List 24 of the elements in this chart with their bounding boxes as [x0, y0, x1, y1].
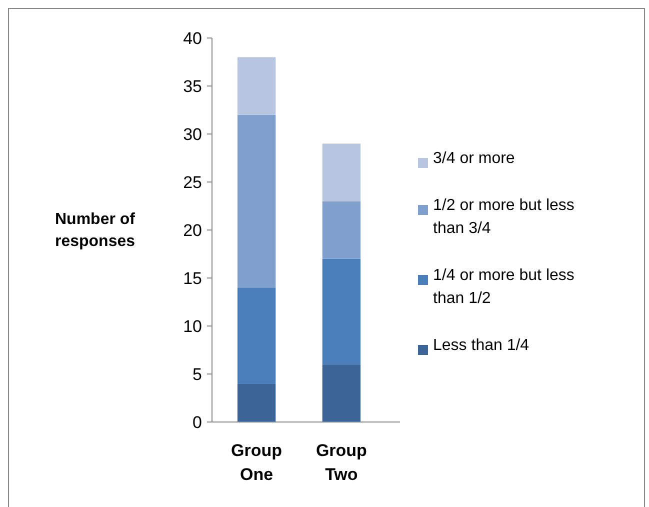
legend-label: 1/4 or more but less than 1/2	[433, 267, 574, 307]
bar	[322, 258, 361, 364]
y-tick-label: 25	[183, 172, 202, 192]
x-tick-label: Group Two	[316, 441, 367, 484]
legend-label: Less than 1/4	[433, 337, 530, 354]
legend-label: 1/2 or more but less than 3/4	[433, 197, 574, 237]
y-tick-label: 30	[183, 124, 202, 144]
y-tick-label: 35	[183, 76, 202, 96]
bar	[237, 57, 276, 115]
x-tick-label: Group One	[231, 441, 282, 484]
bar	[237, 288, 276, 384]
bar	[237, 114, 276, 288]
y-tick-label: 0	[192, 412, 202, 432]
y-tick-label: 40	[183, 28, 202, 48]
bar	[322, 364, 361, 422]
bar	[237, 384, 276, 422]
bar	[322, 144, 361, 202]
y-tick-label: 15	[183, 268, 202, 288]
legend-label: 3/4 or more	[433, 150, 515, 167]
y-axis-title: Number of responses	[54, 211, 136, 250]
bar	[322, 201, 361, 259]
y-tick-label: 10	[183, 316, 202, 336]
y-tick-label: 5	[192, 364, 202, 384]
y-tick-label: 20	[183, 220, 202, 240]
